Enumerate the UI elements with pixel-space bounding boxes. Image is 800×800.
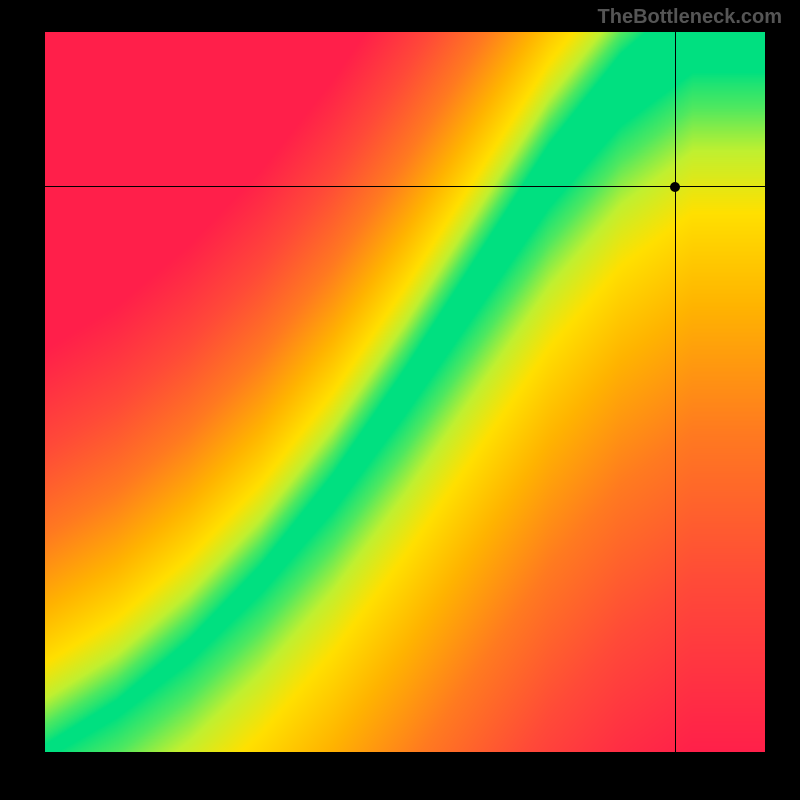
watermark-text: TheBottleneck.com bbox=[598, 6, 782, 29]
crosshair-vertical bbox=[675, 32, 676, 752]
plot-area bbox=[45, 32, 765, 752]
heatmap-canvas bbox=[45, 32, 765, 752]
chart-container: TheBottleneck.com bbox=[0, 0, 800, 800]
crosshair-horizontal bbox=[45, 186, 765, 187]
marker-point bbox=[670, 182, 680, 192]
